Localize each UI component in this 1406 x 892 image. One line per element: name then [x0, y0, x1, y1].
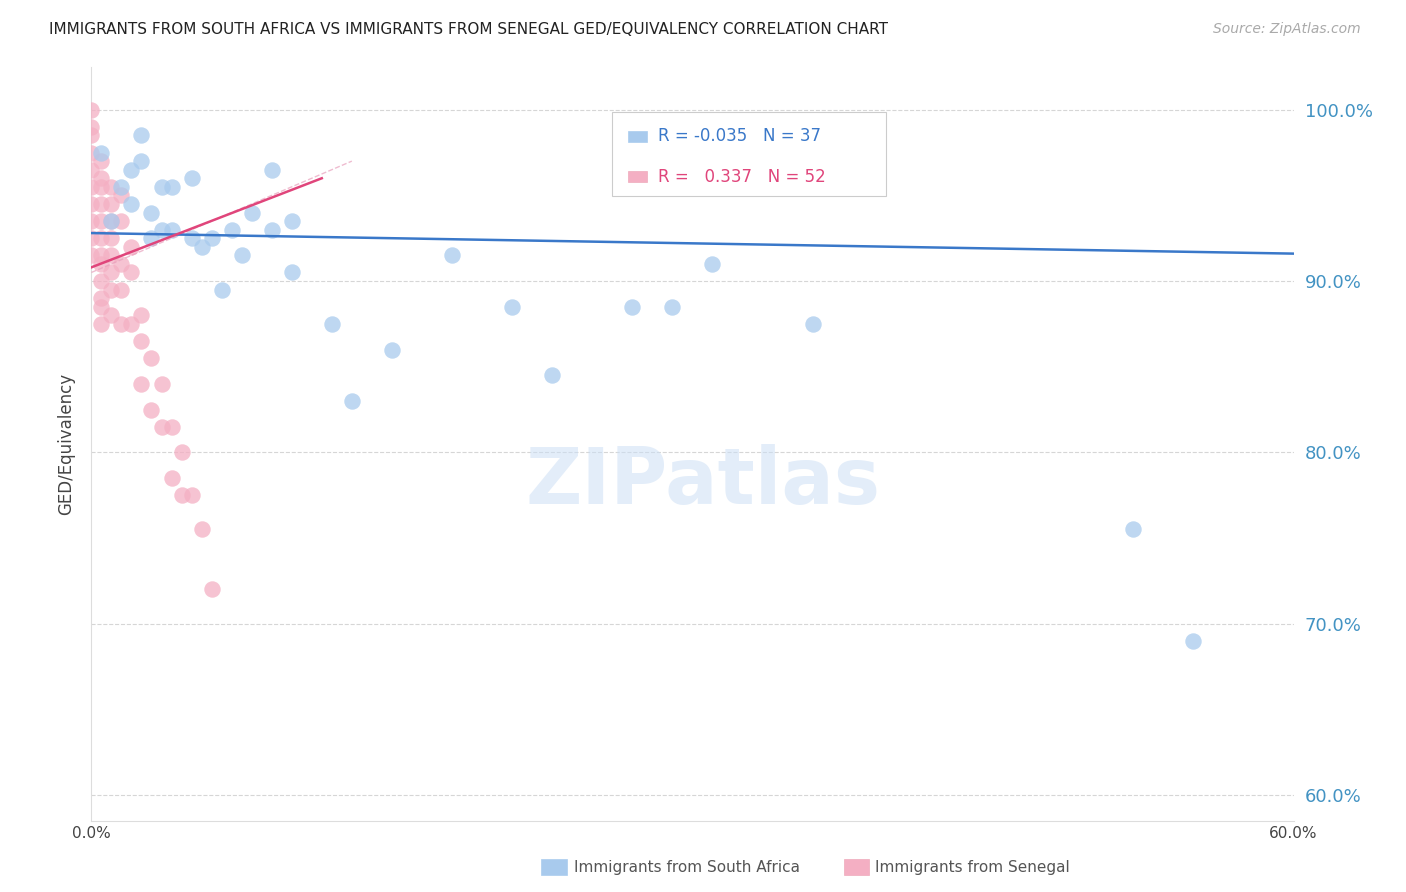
Point: [170, 445, 193, 459]
Point: [80, 231, 103, 245]
Point: [190, 523, 212, 537]
Point: [90, 291, 112, 305]
Point: [90, 231, 112, 245]
Point: [211, 283, 233, 297]
Point: [201, 582, 224, 597]
Point: [160, 419, 183, 434]
Point: [100, 308, 122, 322]
Point: [150, 179, 173, 194]
Point: [80, 214, 103, 228]
Point: [340, 393, 363, 408]
Point: [240, 205, 263, 219]
Point: [231, 248, 253, 262]
Point: [80, 162, 103, 177]
Point: [702, 257, 724, 271]
Point: [90, 257, 112, 271]
Point: [90, 274, 112, 288]
Text: IMMIGRANTS FROM SOUTH AFRICA VS IMMIGRANTS FROM SENEGAL GED/EQUIVALENCY CORRELAT: IMMIGRANTS FROM SOUTH AFRICA VS IMMIGRAN…: [49, 22, 889, 37]
Point: [131, 308, 153, 322]
Point: [100, 214, 122, 228]
Text: R =   0.337   N = 52: R = 0.337 N = 52: [658, 168, 825, 186]
Point: [110, 317, 132, 331]
Point: [281, 214, 304, 228]
Point: [180, 171, 202, 186]
Point: [141, 351, 163, 365]
Point: [260, 222, 283, 236]
Point: [131, 154, 153, 169]
Point: [180, 488, 202, 502]
Y-axis label: GED/Equivalency: GED/Equivalency: [58, 373, 76, 515]
Point: [80, 179, 103, 194]
Point: [661, 300, 683, 314]
Point: [150, 222, 173, 236]
Point: [90, 154, 112, 169]
Point: [180, 231, 202, 245]
Point: [80, 197, 103, 211]
Point: [141, 231, 163, 245]
Text: Source: ZipAtlas.com: Source: ZipAtlas.com: [1213, 22, 1361, 37]
Point: [121, 317, 143, 331]
Point: [110, 179, 132, 194]
Point: [160, 222, 183, 236]
Text: 0.0%: 0.0%: [72, 827, 111, 841]
Point: [801, 317, 824, 331]
Point: [90, 179, 112, 194]
Point: [121, 240, 143, 254]
Point: [121, 162, 143, 177]
Point: [100, 179, 122, 194]
Point: [80, 248, 103, 262]
Text: R = -0.035   N = 37: R = -0.035 N = 37: [658, 128, 821, 145]
Point: [110, 257, 132, 271]
Point: [190, 240, 212, 254]
Point: [321, 317, 343, 331]
Point: [131, 376, 153, 391]
Point: [110, 188, 132, 202]
Point: [90, 171, 112, 186]
Text: Immigrants from Senegal: Immigrants from Senegal: [875, 860, 1070, 874]
Point: [90, 317, 112, 331]
Point: [141, 402, 163, 417]
Point: [1122, 523, 1144, 537]
Point: [621, 300, 644, 314]
Point: [260, 162, 283, 177]
Point: [110, 214, 132, 228]
Point: [90, 197, 112, 211]
Point: [160, 179, 183, 194]
Point: [121, 265, 143, 279]
Point: [1182, 633, 1205, 648]
Text: Immigrants from South Africa: Immigrants from South Africa: [574, 860, 800, 874]
Point: [90, 214, 112, 228]
Point: [80, 145, 103, 160]
Text: 60.0%: 60.0%: [1270, 827, 1317, 841]
Point: [170, 488, 193, 502]
Point: [440, 248, 463, 262]
Text: ZIPatlas: ZIPatlas: [526, 443, 880, 520]
Point: [121, 197, 143, 211]
Point: [141, 205, 163, 219]
Point: [80, 103, 103, 117]
Point: [201, 231, 224, 245]
Point: [90, 248, 112, 262]
Point: [281, 265, 304, 279]
Point: [150, 376, 173, 391]
Point: [501, 300, 523, 314]
Point: [80, 120, 103, 134]
Point: [90, 300, 112, 314]
Point: [541, 368, 564, 383]
Point: [131, 334, 153, 348]
Point: [221, 222, 243, 236]
Point: [100, 214, 122, 228]
Point: [100, 197, 122, 211]
Point: [100, 248, 122, 262]
Point: [90, 145, 112, 160]
Point: [100, 283, 122, 297]
Point: [100, 231, 122, 245]
Point: [100, 265, 122, 279]
Point: [131, 128, 153, 143]
Point: [80, 128, 103, 143]
Point: [110, 283, 132, 297]
Point: [381, 343, 404, 357]
Point: [160, 471, 183, 485]
Point: [150, 419, 173, 434]
